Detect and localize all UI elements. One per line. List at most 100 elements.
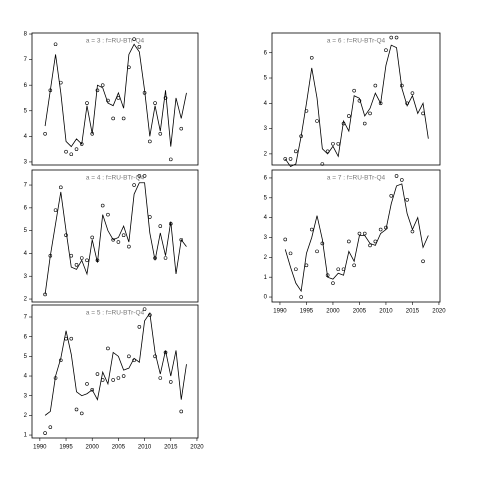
point xyxy=(100,378,105,382)
point xyxy=(116,240,121,244)
point xyxy=(179,126,184,131)
point xyxy=(357,231,362,236)
point xyxy=(100,203,105,208)
point xyxy=(179,409,184,414)
y-tick-label: 7 xyxy=(24,315,28,321)
point xyxy=(64,336,68,341)
panel-frame xyxy=(271,169,441,303)
point xyxy=(85,101,89,105)
panel-frame xyxy=(271,32,441,166)
point xyxy=(304,263,309,268)
point xyxy=(153,256,157,260)
point xyxy=(148,139,152,144)
x-tick-label: 2010 xyxy=(138,445,152,451)
y-tick-label: 7 xyxy=(24,183,28,189)
point xyxy=(331,281,335,285)
point xyxy=(158,376,163,380)
point xyxy=(69,253,74,258)
y-tick-label: 5 xyxy=(24,354,28,360)
point xyxy=(320,162,325,166)
x-tick-label: 2000 xyxy=(86,445,100,451)
point xyxy=(163,256,168,260)
point xyxy=(85,382,89,386)
point xyxy=(100,83,105,87)
point xyxy=(309,55,314,60)
point xyxy=(90,387,95,392)
point xyxy=(137,325,142,329)
line xyxy=(284,44,429,168)
point xyxy=(283,237,288,242)
point xyxy=(69,336,74,341)
y-tick-label: 6 xyxy=(24,334,28,340)
y-tick-label: 4 xyxy=(264,101,268,107)
point xyxy=(304,109,309,113)
line xyxy=(44,182,187,295)
point xyxy=(168,157,173,162)
y-tick-label: 6 xyxy=(264,176,268,182)
point xyxy=(153,101,157,105)
point xyxy=(357,98,362,103)
point xyxy=(389,194,394,198)
panel-frame xyxy=(31,304,199,439)
point xyxy=(341,121,346,126)
point xyxy=(106,346,110,351)
y-tick-label: 4 xyxy=(264,215,268,221)
x-tick-label: 2000 xyxy=(326,309,340,315)
point xyxy=(79,142,84,146)
point xyxy=(288,157,293,161)
y-tick-label: 3 xyxy=(24,274,28,280)
point xyxy=(111,116,115,121)
point xyxy=(347,114,351,118)
point xyxy=(299,295,303,299)
point xyxy=(168,222,173,226)
x-tick-label: 2020 xyxy=(190,445,204,451)
point xyxy=(132,358,136,363)
y-tick-label: 3 xyxy=(264,235,268,241)
point xyxy=(111,237,115,242)
y-tick-label: 3 xyxy=(24,160,28,166)
point xyxy=(179,237,184,242)
point xyxy=(405,197,409,202)
point xyxy=(53,42,58,47)
point xyxy=(106,98,110,103)
point xyxy=(43,431,47,435)
point xyxy=(116,376,121,380)
point xyxy=(148,313,152,317)
point xyxy=(384,48,388,52)
y-tick-label: 6 xyxy=(24,83,28,89)
y-tick-label: 4 xyxy=(24,251,28,257)
line xyxy=(44,43,187,148)
point xyxy=(48,253,53,258)
y-tick-label: 2 xyxy=(24,413,28,419)
point xyxy=(53,208,58,212)
point xyxy=(132,183,136,187)
x-tick-label: 2005 xyxy=(112,445,126,451)
y-tick-label: 2 xyxy=(264,151,268,157)
point xyxy=(368,243,372,248)
y-tick-label: 3 xyxy=(24,393,28,399)
point xyxy=(90,235,95,240)
point xyxy=(48,88,53,93)
point xyxy=(69,152,74,157)
point xyxy=(352,263,356,268)
panel-frame xyxy=(31,169,199,303)
point xyxy=(405,101,409,106)
point xyxy=(325,273,330,278)
y-tick-label: 5 xyxy=(24,108,28,114)
point xyxy=(331,141,335,146)
point xyxy=(74,147,79,151)
point xyxy=(158,224,163,228)
y-tick-label: 6 xyxy=(264,50,268,56)
point xyxy=(95,372,100,376)
point xyxy=(283,157,288,161)
x-tick-label: 2005 xyxy=(353,309,367,315)
point xyxy=(394,174,399,178)
point xyxy=(384,225,388,230)
point xyxy=(373,83,378,88)
line xyxy=(44,311,187,416)
point xyxy=(121,116,126,121)
x-tick-label: 2010 xyxy=(379,309,393,315)
point xyxy=(421,259,425,264)
point xyxy=(74,263,79,267)
